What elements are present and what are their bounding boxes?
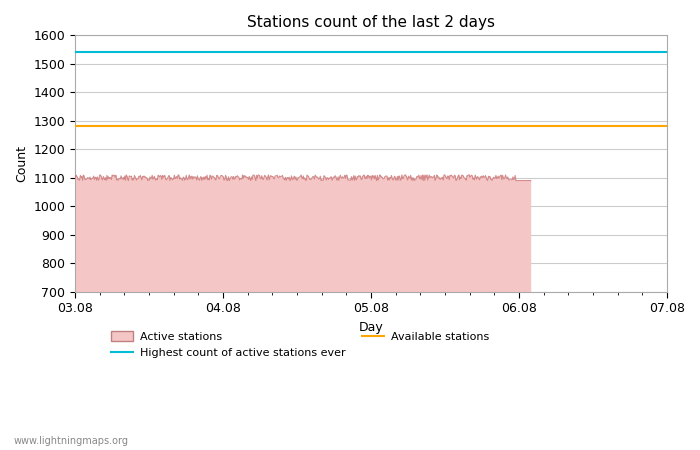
Y-axis label: Count: Count: [15, 145, 28, 182]
X-axis label: Day: Day: [358, 320, 384, 333]
Title: Stations count of the last 2 days: Stations count of the last 2 days: [247, 15, 495, 30]
Legend: Active stations, Highest count of active stations ever, Available stations: Active stations, Highest count of active…: [106, 327, 493, 363]
Text: www.lightningmaps.org: www.lightningmaps.org: [14, 436, 129, 446]
